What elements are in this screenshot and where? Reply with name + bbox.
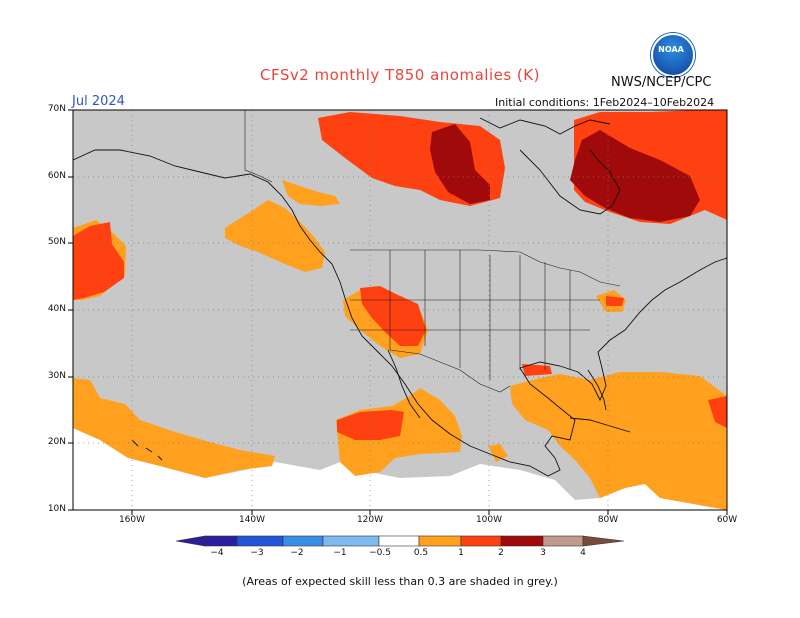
- colorbar-label-1: 1: [458, 548, 464, 558]
- anomaly-region-northeast-pacific: [225, 200, 325, 272]
- no-signal-region-pacific: [73, 428, 727, 510]
- colorbar-label-minus0.5: −0.5: [369, 548, 391, 558]
- colorbar-swatch-4: [322, 535, 380, 547]
- noaa-logo-text: NOAA: [658, 45, 684, 54]
- lon-label-60w: 60W: [716, 515, 738, 525]
- lon-label-160w: 160W: [118, 515, 146, 525]
- lat-label-10n: 10N: [47, 504, 66, 514]
- lat-label-20n: 20N: [47, 437, 66, 447]
- anomaly-region-gulf-coast: [522, 364, 552, 376]
- colorbar-label-minus3: −3: [250, 548, 264, 558]
- anomaly-region-great-lakes: [606, 296, 624, 306]
- colorbar-label-2: 2: [498, 548, 504, 558]
- colorbar-swatch-1: [204, 535, 238, 547]
- colorbar-swatch-3: [282, 535, 324, 547]
- anomaly-region-gulf-atlantic: [510, 372, 727, 510]
- border-alaska-canada: [244, 110, 273, 183]
- lon-label-80w: 80W: [597, 515, 619, 525]
- border-us-mexico: [389, 349, 511, 393]
- colorbar-arrow-high: [582, 535, 625, 547]
- lat-label-40n: 40N: [47, 304, 66, 314]
- colorbar-label-minus2: −2: [290, 548, 304, 558]
- forecast-month: Jul 2024: [72, 94, 125, 109]
- coastline-alaska-canada: [72, 149, 728, 477]
- lat-label-60n: 60N: [47, 171, 66, 181]
- map-title: CFSv2 monthly T850 anomalies (K): [260, 66, 540, 84]
- coastline-hudson-bay: [519, 149, 621, 215]
- anomaly-region-caribbean-east: [708, 396, 727, 428]
- colorbar-label-3: 3: [540, 548, 546, 558]
- anomaly-region-bc-coast: [282, 180, 340, 206]
- colorbar-label-0.5: 0.5: [413, 548, 429, 558]
- colorbar-swatch-6: [418, 535, 462, 547]
- colorbar-label-minus4: −4: [210, 548, 224, 558]
- organization-label: NWS/NCEP/CPC: [611, 75, 712, 90]
- lon-label-120w: 120W: [356, 515, 384, 525]
- colorbar-arrow-low: [175, 535, 206, 547]
- lon-label-140w: 140W: [238, 515, 266, 525]
- colorbar-swatch-8: [500, 535, 544, 547]
- border-us-states: [350, 250, 600, 380]
- lat-label-30n: 30N: [47, 371, 66, 381]
- anomaly-region-canada-northwest-core: [430, 124, 490, 204]
- lat-label-50n: 50N: [47, 237, 66, 247]
- initial-conditions-label: Initial conditions: 1Feb2024–10Feb2024: [495, 96, 715, 109]
- noaa-logo-icon: [651, 33, 695, 77]
- anomaly-2-3-regions: [430, 124, 700, 222]
- coastline-cuba: [569, 417, 631, 433]
- coastline-arctic-islands: [479, 117, 611, 135]
- anomaly-region-mexico-coast: [488, 444, 508, 462]
- lon-label-100w: 100W: [475, 515, 503, 525]
- colorbar-swatch-5: [378, 535, 420, 547]
- colorbar-swatch-7: [460, 535, 502, 547]
- political-borders: [244, 110, 621, 393]
- colorbar-swatch-2: [236, 535, 284, 547]
- lat-label-70n: 70N: [47, 104, 66, 114]
- graticule: [73, 110, 727, 510]
- border-us-canada: [350, 249, 621, 287]
- axis-ticks: [68, 109, 728, 515]
- coastline-outline: [72, 117, 728, 477]
- coastline-florida: [587, 369, 607, 411]
- colorbar-label-minus1: −1: [333, 548, 347, 558]
- anomaly-region-baja-pacific: [337, 410, 404, 440]
- colorbar: [175, 535, 625, 547]
- anomaly-region-pacific-south: [73, 378, 275, 478]
- anomaly-region-canada-east-core: [570, 130, 700, 222]
- colorbar-swatch-9: [542, 535, 584, 547]
- caption-note: (Areas of expected skill less than 0.3 a…: [242, 575, 558, 588]
- coastline-baja-california: [387, 349, 421, 419]
- anomaly-region-southwest-us: [360, 286, 426, 346]
- coastline-hawaii: [131, 439, 163, 461]
- anomaly-region-pacific-northwest: [73, 222, 124, 300]
- colorbar-label-4: 4: [580, 548, 586, 558]
